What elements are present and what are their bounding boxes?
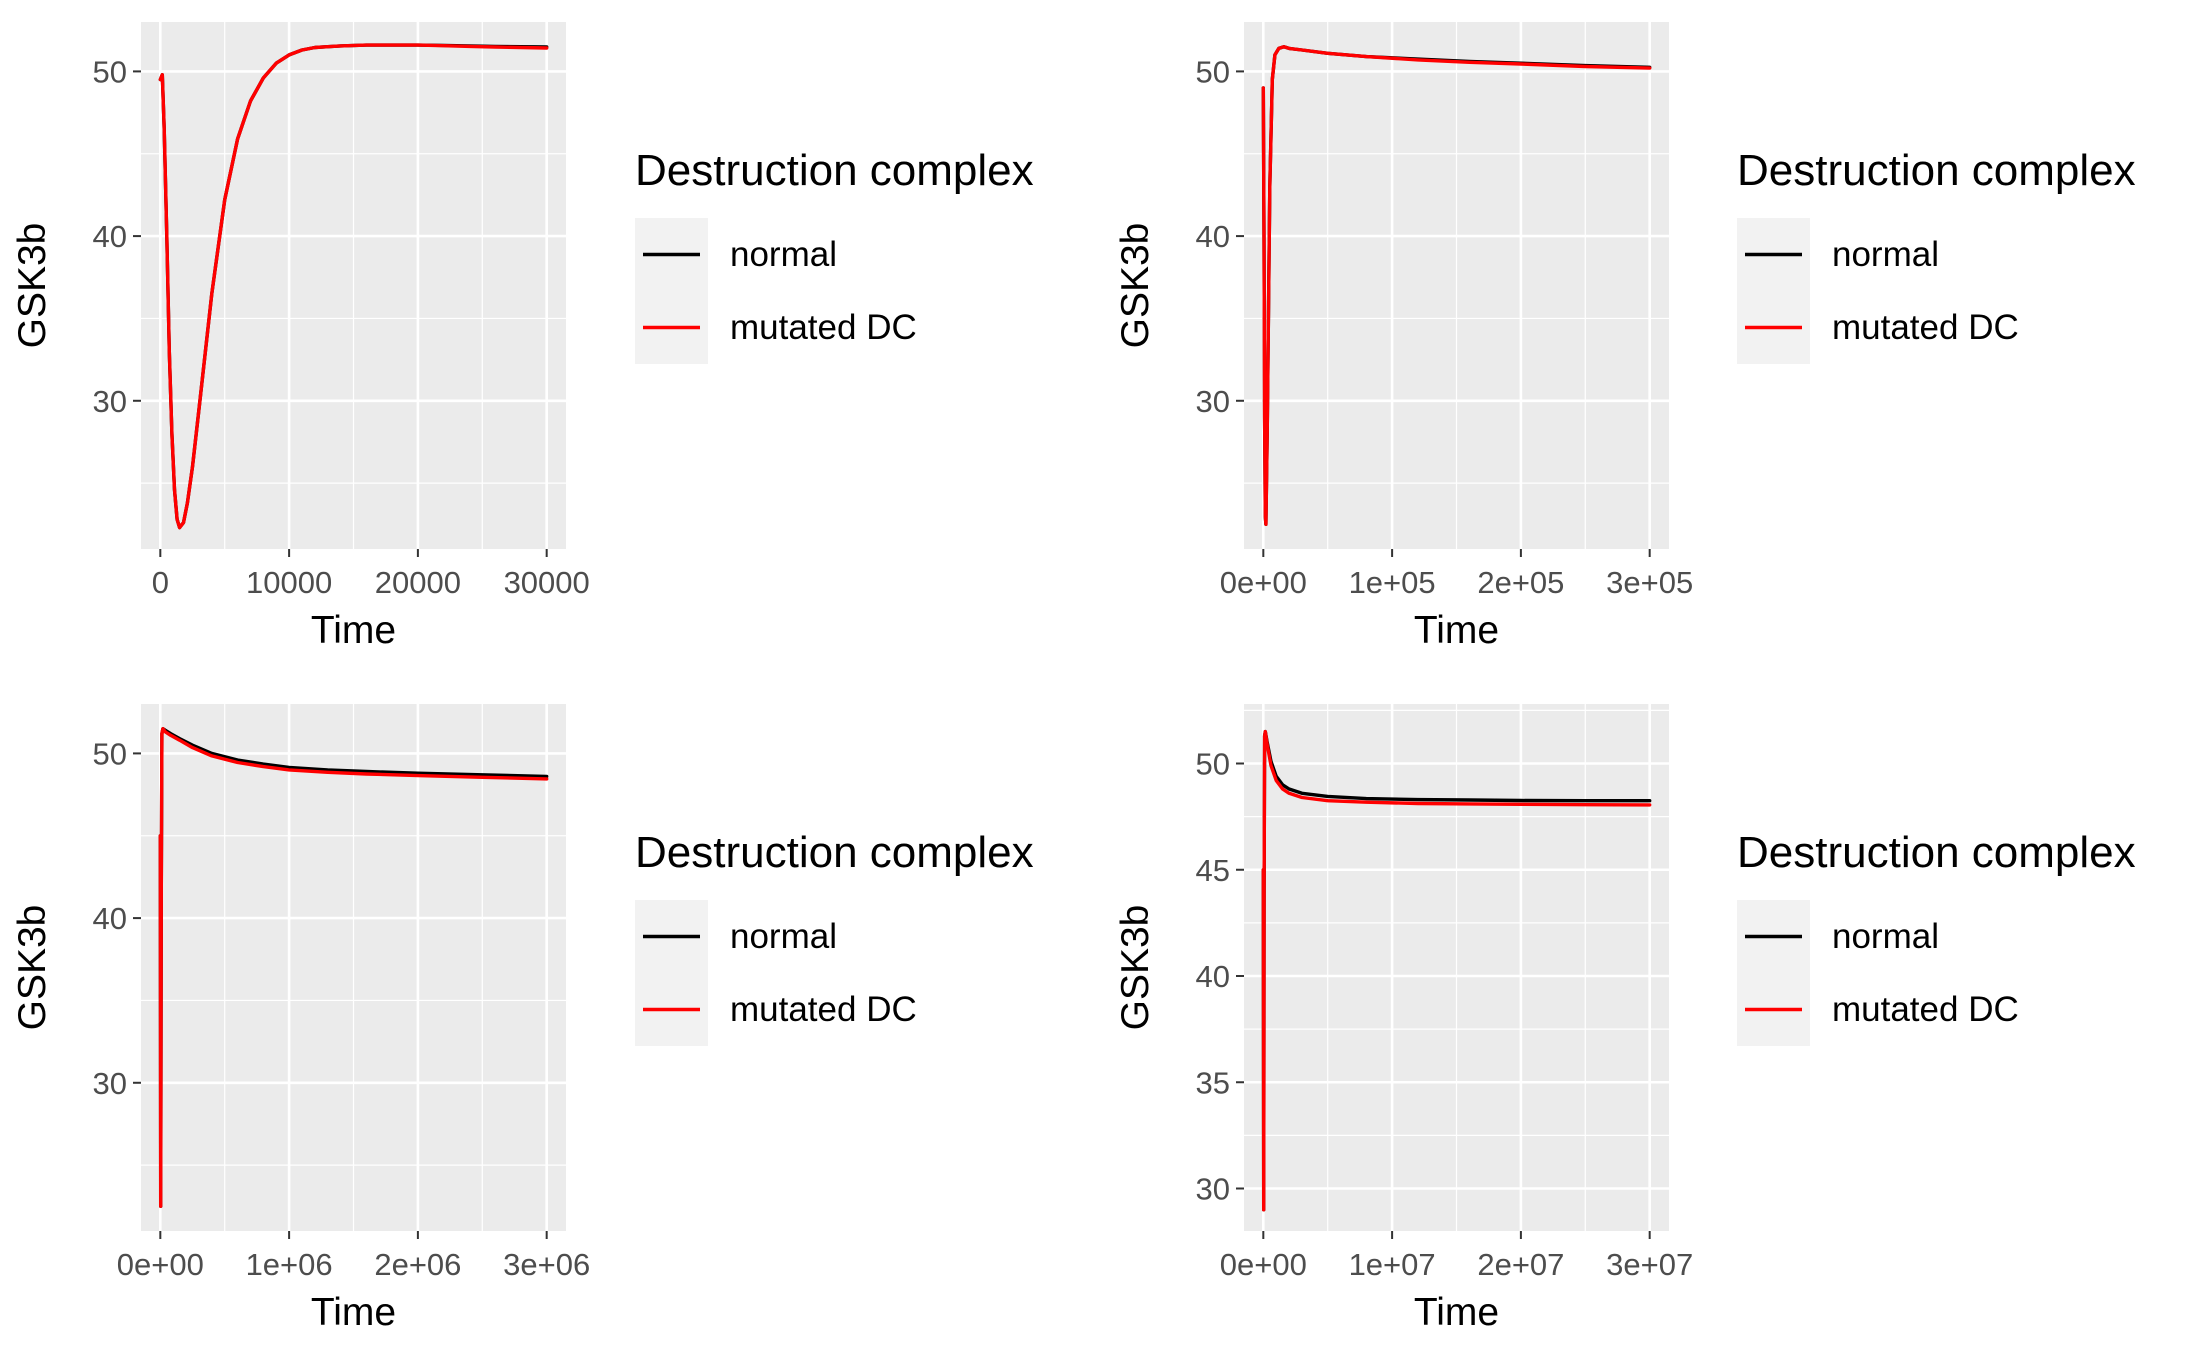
- y-tick-label: 30: [93, 1066, 127, 1101]
- legend-label: mutated DC: [730, 990, 917, 1029]
- y-tick-label: 35: [1196, 1065, 1230, 1100]
- x-tick-label: 3e+06: [503, 1247, 590, 1282]
- y-tick-label: 30: [93, 384, 127, 419]
- y-tick-label: 40: [93, 219, 127, 254]
- x-tick-label: 2e+06: [374, 1247, 461, 1282]
- x-tick-label: 1e+07: [1349, 1247, 1436, 1282]
- legend-title: Destruction complex: [1737, 828, 2136, 877]
- x-tick-label: 0e+00: [1220, 565, 1307, 600]
- x-tick-label: 3e+05: [1606, 565, 1693, 600]
- y-axis-title: GSK3b: [11, 223, 54, 349]
- x-axis-title: Time: [311, 1291, 396, 1334]
- legend-label: mutated DC: [1832, 990, 2019, 1029]
- x-tick-label: 1e+05: [1349, 565, 1436, 600]
- legend: Destruction complex normal mutated DC: [635, 828, 1034, 1046]
- y-tick-label: 50: [93, 54, 127, 89]
- y-tick-label: 30: [1196, 384, 1230, 419]
- x-tick-label: 3e+07: [1606, 1247, 1693, 1282]
- axes: 0e+00 1e+07 2e+07 3e+07 30 35 40 45 50: [1196, 747, 1694, 1283]
- legend-title: Destruction complex: [635, 146, 1034, 195]
- x-tick-label: 2e+07: [1477, 1247, 1564, 1282]
- legend-label: normal: [730, 917, 837, 956]
- y-tick-label: 50: [93, 736, 127, 771]
- panel-3: 0e+00 1e+06 2e+06 3e+06 30 40 50 Time GSK3b Destr…: [11, 704, 1034, 1334]
- y-tick-label: 45: [1196, 853, 1230, 888]
- y-tick-label: 40: [1196, 959, 1230, 994]
- series-line-mutated-dc: [1261, 45, 1652, 526]
- legend-label: normal: [1832, 917, 1939, 956]
- x-axis-title: Time: [311, 609, 396, 652]
- y-tick-label: 40: [1196, 219, 1230, 254]
- x-tick-label: 10000: [246, 565, 332, 600]
- major-gridlines: [1244, 704, 1669, 1231]
- legend: Destruction complex normal mutated DC: [1737, 146, 2136, 364]
- legend-label: mutated DC: [1832, 308, 2019, 347]
- y-tick-label: 50: [1196, 54, 1230, 89]
- x-axis-title: Time: [1414, 1291, 1499, 1334]
- legend-title: Destruction complex: [1737, 146, 2136, 195]
- series-line-mutated-dc: [158, 727, 549, 1208]
- x-tick-label: 0e+00: [1220, 1247, 1307, 1282]
- x-axis-title: Time: [1414, 609, 1499, 652]
- minor-gridlines: [1244, 704, 1669, 1231]
- minor-gridlines: [141, 704, 566, 1231]
- legend-title: Destruction complex: [635, 828, 1034, 877]
- y-tick-label: 30: [1196, 1172, 1230, 1207]
- y-axis-title: GSK3b: [1114, 223, 1157, 349]
- panel-4: 0e+00 1e+07 2e+07 3e+07 30 35 40 45 50 Time GSK3b D…: [1114, 704, 2136, 1334]
- x-tick-label: 30000: [504, 565, 590, 600]
- minor-gridlines: [141, 22, 566, 549]
- y-tick-label: 50: [1196, 747, 1230, 782]
- legend-label: normal: [730, 235, 837, 274]
- x-tick-label: 1e+06: [246, 1247, 333, 1282]
- axes: 0e+00 1e+05 2e+05 3e+05 30 40 50: [1196, 54, 1694, 600]
- axes: 0e+00 1e+06 2e+06 3e+06 30 40 50: [93, 736, 591, 1282]
- y-axis-title: GSK3b: [1114, 905, 1157, 1031]
- panel-1: 0 10000 20000 30000 30 40 50 Time GSK3b Destructi…: [11, 22, 1034, 652]
- x-tick-label: 2e+05: [1477, 565, 1564, 600]
- major-gridlines: [141, 22, 566, 549]
- x-tick-label: 0: [152, 565, 169, 600]
- x-tick-label: 20000: [375, 565, 461, 600]
- y-tick-label: 40: [93, 901, 127, 936]
- minor-gridlines: [1244, 22, 1669, 549]
- legend-label: mutated DC: [730, 308, 917, 347]
- legend-label: normal: [1832, 235, 1939, 274]
- legend: Destruction complex normal mutated DC: [1737, 828, 2136, 1046]
- legend: Destruction complex normal mutated DC: [635, 146, 1034, 364]
- x-tick-label: 0e+00: [117, 1247, 204, 1282]
- series-line-mutated-dc: [158, 43, 549, 530]
- axes: 0 10000 20000 30000 30 40 50: [93, 54, 590, 600]
- panel-2: 0e+00 1e+05 2e+05 3e+05 30 40 50 Time GSK3b Destr…: [1114, 22, 2136, 652]
- y-axis-title: GSK3b: [11, 905, 54, 1031]
- series-line-mutated-dc: [1261, 729, 1652, 1212]
